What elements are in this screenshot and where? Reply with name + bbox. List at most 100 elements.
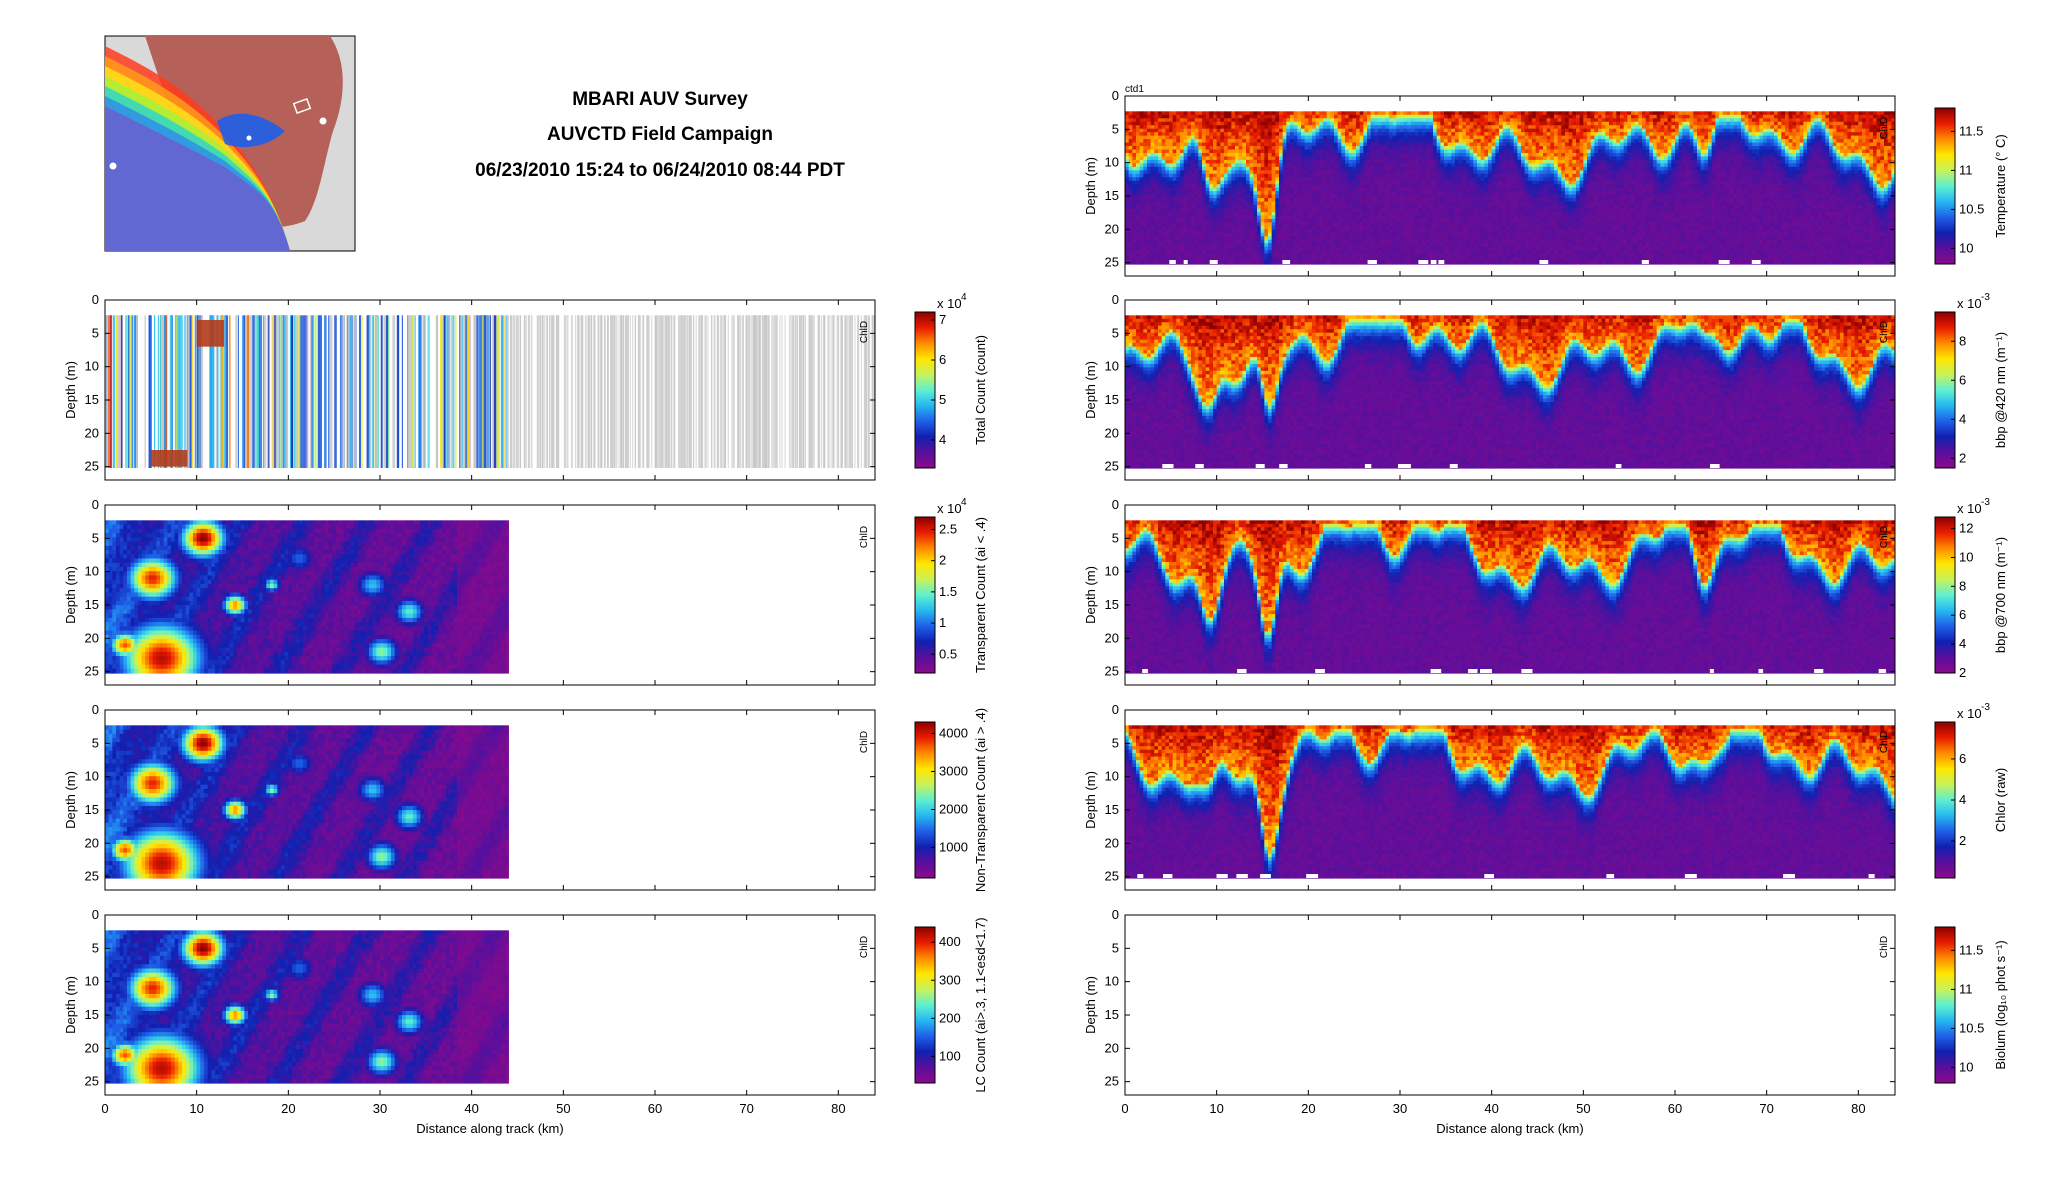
colorbar-tick-label: 3000 [939, 763, 968, 778]
plot-frame [1124, 914, 1896, 1096]
header-map [104, 35, 356, 252]
plot-frame [104, 504, 876, 686]
y-tick-label: 20 [1105, 835, 1119, 850]
x-tick-label: 50 [556, 1101, 570, 1116]
colorbar-power: -3 [1981, 702, 1990, 713]
colorbar [1934, 311, 1956, 469]
y-tick-label: 10 [85, 359, 99, 374]
y-axis-label: Depth (m) [1083, 771, 1098, 829]
x-tick-label: 0 [1121, 1101, 1128, 1116]
x-tick-label: 10 [189, 1101, 203, 1116]
panel-right-2: 0 5 10 15 20 25 Depth (m) ChlD 2 4 6 8 10 12 x 10 -3 bbp… [1083, 497, 2008, 686]
colorbar-exponent: x 10 [1957, 296, 1982, 311]
map-bathymetry-band [105, 106, 290, 251]
figure-title-line2: AUVCTD Field Campaign [547, 124, 773, 145]
x-tick-label: 30 [373, 1101, 387, 1116]
station-marker-label: ChlD [859, 526, 870, 548]
map-mooring-marker [109, 162, 117, 170]
y-tick-label: 10 [85, 974, 99, 989]
colorbar-tick-label: 100 [939, 1048, 961, 1063]
y-tick-label: 15 [1105, 188, 1119, 203]
plot-frame [1124, 95, 1896, 277]
colorbar-tick-label: 6 [1959, 372, 1966, 387]
colorbar-tick-label: 7 [939, 312, 946, 327]
colorbar [914, 516, 936, 674]
colorbar-tick-label: 10 [1959, 1059, 1973, 1074]
heatmap-body [1125, 315, 1895, 469]
colorbar-tick-label: 8 [1959, 578, 1966, 593]
colorbar-tick-label: 2 [1959, 833, 1966, 848]
y-tick-label: 10 [1105, 155, 1119, 170]
y-tick-label: 15 [85, 802, 99, 817]
colorbar-tick-label: 400 [939, 934, 961, 949]
x-axis-label: Distance along track (km) [416, 1121, 563, 1136]
plot-frame [1124, 709, 1896, 891]
colorbar-label: Biolum (log₁₀ phot s⁻¹) [1993, 940, 2008, 1069]
colorbar-label: bbp @420 nm (m⁻¹) [1993, 332, 2008, 448]
colorbar-label: Transparent Count (ai < .4) [973, 517, 988, 673]
x-tick-label: 0 [101, 1101, 108, 1116]
y-tick-label: 10 [1105, 359, 1119, 374]
colorbar [914, 926, 936, 1084]
heatmap-body [105, 315, 875, 468]
y-axis-label: Depth (m) [1083, 157, 1098, 215]
y-tick-label: 25 [85, 459, 99, 474]
colorbar-tick-label: 1000 [939, 840, 968, 855]
colorbar-tick-label: 11 [1959, 981, 1973, 996]
y-tick-label: 0 [1112, 907, 1119, 922]
x-tick-label: 70 [739, 1101, 753, 1116]
plot-frame [1124, 504, 1896, 686]
y-tick-label: 25 [1105, 255, 1119, 270]
plot-frame [104, 914, 876, 1096]
plot-frame [1124, 299, 1896, 481]
colorbar-label: bbp @700 nm (m⁻¹) [1993, 537, 2008, 653]
colorbar-tick-label: 6 [1959, 607, 1966, 622]
y-tick-label: 0 [1112, 497, 1119, 512]
colorbar [1934, 926, 1956, 1084]
y-tick-label: 5 [92, 325, 99, 340]
colorbar-label: LC Count (ai>.3, 1.1<esd<1.7) [973, 917, 988, 1092]
y-tick-label: 0 [92, 907, 99, 922]
colorbar [1934, 516, 1956, 674]
colorbar-label: Non-Transparent Count (ai > .4) [973, 708, 988, 892]
colorbar-exponent: x 10 [1957, 706, 1982, 721]
y-tick-label: 15 [1105, 597, 1119, 612]
colorbar-tick-label: 1 [939, 615, 946, 630]
y-tick-label: 15 [85, 392, 99, 407]
panel-left-2: 0 5 10 15 20 25 Depth (m) ChlD 1000 2000 3000 4000 N… [63, 702, 988, 892]
map-canyon [217, 113, 285, 148]
y-tick-label: 25 [1105, 664, 1119, 679]
colorbar-label: Temperature (° C) [1993, 134, 2008, 237]
colorbar-exponent: x 10 [1957, 501, 1982, 516]
station-marker-label: ChlD [1879, 117, 1890, 139]
x-tick-label: 70 [1759, 1101, 1773, 1116]
y-tick-label: 15 [85, 597, 99, 612]
y-tick-label: 10 [85, 564, 99, 579]
y-tick-label: 5 [92, 735, 99, 750]
y-axis-label: Depth (m) [63, 566, 78, 624]
colorbar-exponent: x 10 [937, 501, 962, 516]
panel-right-1: 0 5 10 15 20 25 Depth (m) ChlD 2 4 6 8 x 10 -3 bbp @42… [1083, 292, 2008, 481]
y-tick-label: 0 [92, 497, 99, 512]
y-tick-label: 20 [1105, 221, 1119, 236]
colorbar-tick-label: 300 [939, 972, 961, 987]
map-survey-box [292, 97, 312, 115]
y-axis-label: Depth (m) [1083, 361, 1098, 419]
colorbar [1934, 107, 1956, 265]
station-marker-label: ChlD [1879, 321, 1890, 343]
x-tick-label: 60 [1668, 1101, 1682, 1116]
colorbar-tick-label: 4 [1959, 792, 1966, 807]
x-tick-label: 80 [831, 1101, 845, 1116]
colorbar-tick-label: 1.5 [939, 584, 957, 599]
x-tick-label: 40 [1484, 1101, 1498, 1116]
y-tick-label: 15 [1105, 392, 1119, 407]
x-tick-label: 60 [648, 1101, 662, 1116]
y-tick-label: 20 [85, 425, 99, 440]
colorbar [914, 311, 936, 469]
colorbar-tick-label: 4000 [939, 725, 968, 740]
colorbar-power: -3 [1981, 497, 1990, 508]
